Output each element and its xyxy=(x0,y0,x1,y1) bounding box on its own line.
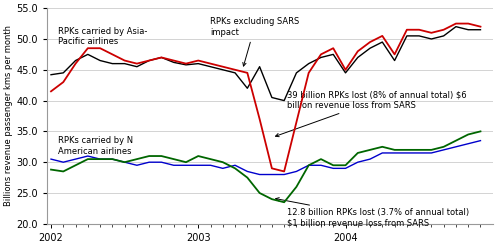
Text: 12.8 billion RPKs lost (3.7% of annual total)
$1 billion revenue loss from SARS: 12.8 billion RPKs lost (3.7% of annual t… xyxy=(276,198,468,228)
Text: RPKs excluding SARS
impact: RPKs excluding SARS impact xyxy=(210,17,300,66)
Y-axis label: Billions revenue passenger kms per month: Billions revenue passenger kms per month xyxy=(4,25,13,206)
Text: RPKs carried by Asia-
Pacific airlines: RPKs carried by Asia- Pacific airlines xyxy=(58,27,148,46)
Text: RPKs carried by N
American airlines: RPKs carried by N American airlines xyxy=(58,136,134,156)
Text: 39 billion RPKs lost (8% of annual total) $6
billion revenue loss from SARS: 39 billion RPKs lost (8% of annual total… xyxy=(276,90,466,137)
